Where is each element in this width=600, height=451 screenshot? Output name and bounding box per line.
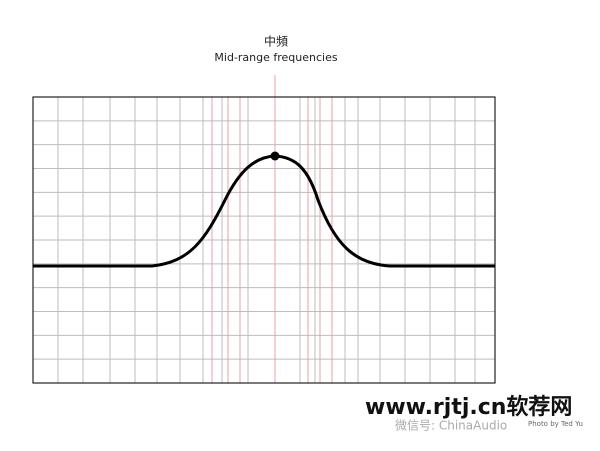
- watermark: www.rjtj.cn软荐网: [365, 394, 572, 420]
- subtitle: Mid-range frequencies: [214, 51, 337, 64]
- title: 中頻: [264, 34, 288, 49]
- frame: [32, 96, 496, 384]
- grid: [33, 97, 495, 383]
- peak-point: [270, 151, 280, 161]
- credit: Photo by Ted Yu: [528, 420, 583, 428]
- wechat-id: 微信号: ChinaAudio: [395, 419, 507, 433]
